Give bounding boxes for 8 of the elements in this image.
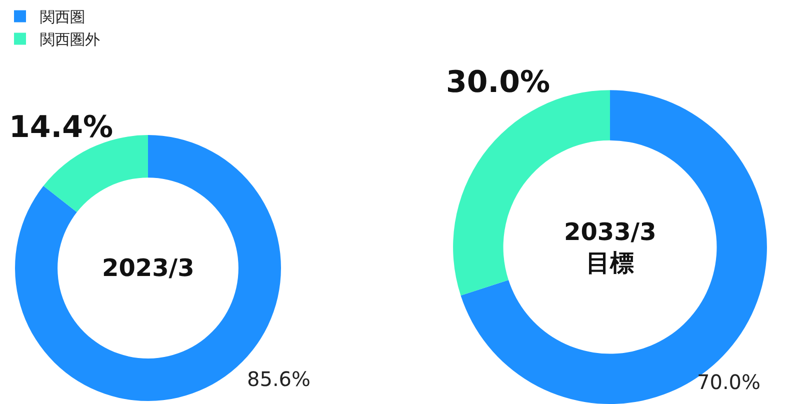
data-label: 14.4% [9,110,114,145]
text: 2033/3 目標 [564,218,656,278]
data-label: 85.6% [247,367,311,391]
legend-label: 関西圏外 [40,30,100,49]
legend-label: 関西圏 [40,8,85,26]
data-label: 70.0% [697,370,761,394]
text: 2023/3 [102,254,194,282]
data-label: 30.0% [446,65,550,100]
